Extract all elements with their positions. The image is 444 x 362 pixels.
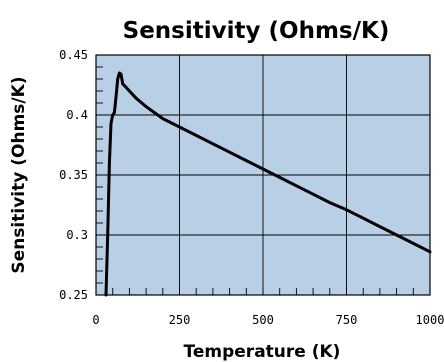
x-tick-label: 750 <box>336 313 358 327</box>
y-tick-label: 0.25 <box>59 288 88 302</box>
y-tick-label: 0.4 <box>66 108 88 122</box>
x-tick-labels: 0 250 500 750 1000 <box>92 313 444 327</box>
plot-border <box>95 54 431 296</box>
series-line <box>104 71 432 297</box>
x-tick-label: 0 <box>92 313 99 327</box>
chart-title: Sensitivity (Ohms/K) <box>123 18 390 44</box>
y-axis-label: Sensitivity (Ohms/K) <box>9 76 29 273</box>
y-tick-label: 0.3 <box>66 228 88 242</box>
grid-lines <box>96 55 430 295</box>
y-tick-label: 0.45 <box>59 48 88 62</box>
x-tick-label: 1000 <box>416 313 444 327</box>
x-axis-label: Temperature (K) <box>184 342 341 362</box>
x-tick-label: 500 <box>252 313 274 327</box>
plot-area <box>95 54 432 297</box>
y-tick-labels: 0.25 0.3 0.35 0.4 0.45 <box>59 48 88 302</box>
minor-ticks <box>96 66 414 295</box>
x-tick-label: 250 <box>169 313 191 327</box>
y-tick-label: 0.35 <box>59 168 88 182</box>
